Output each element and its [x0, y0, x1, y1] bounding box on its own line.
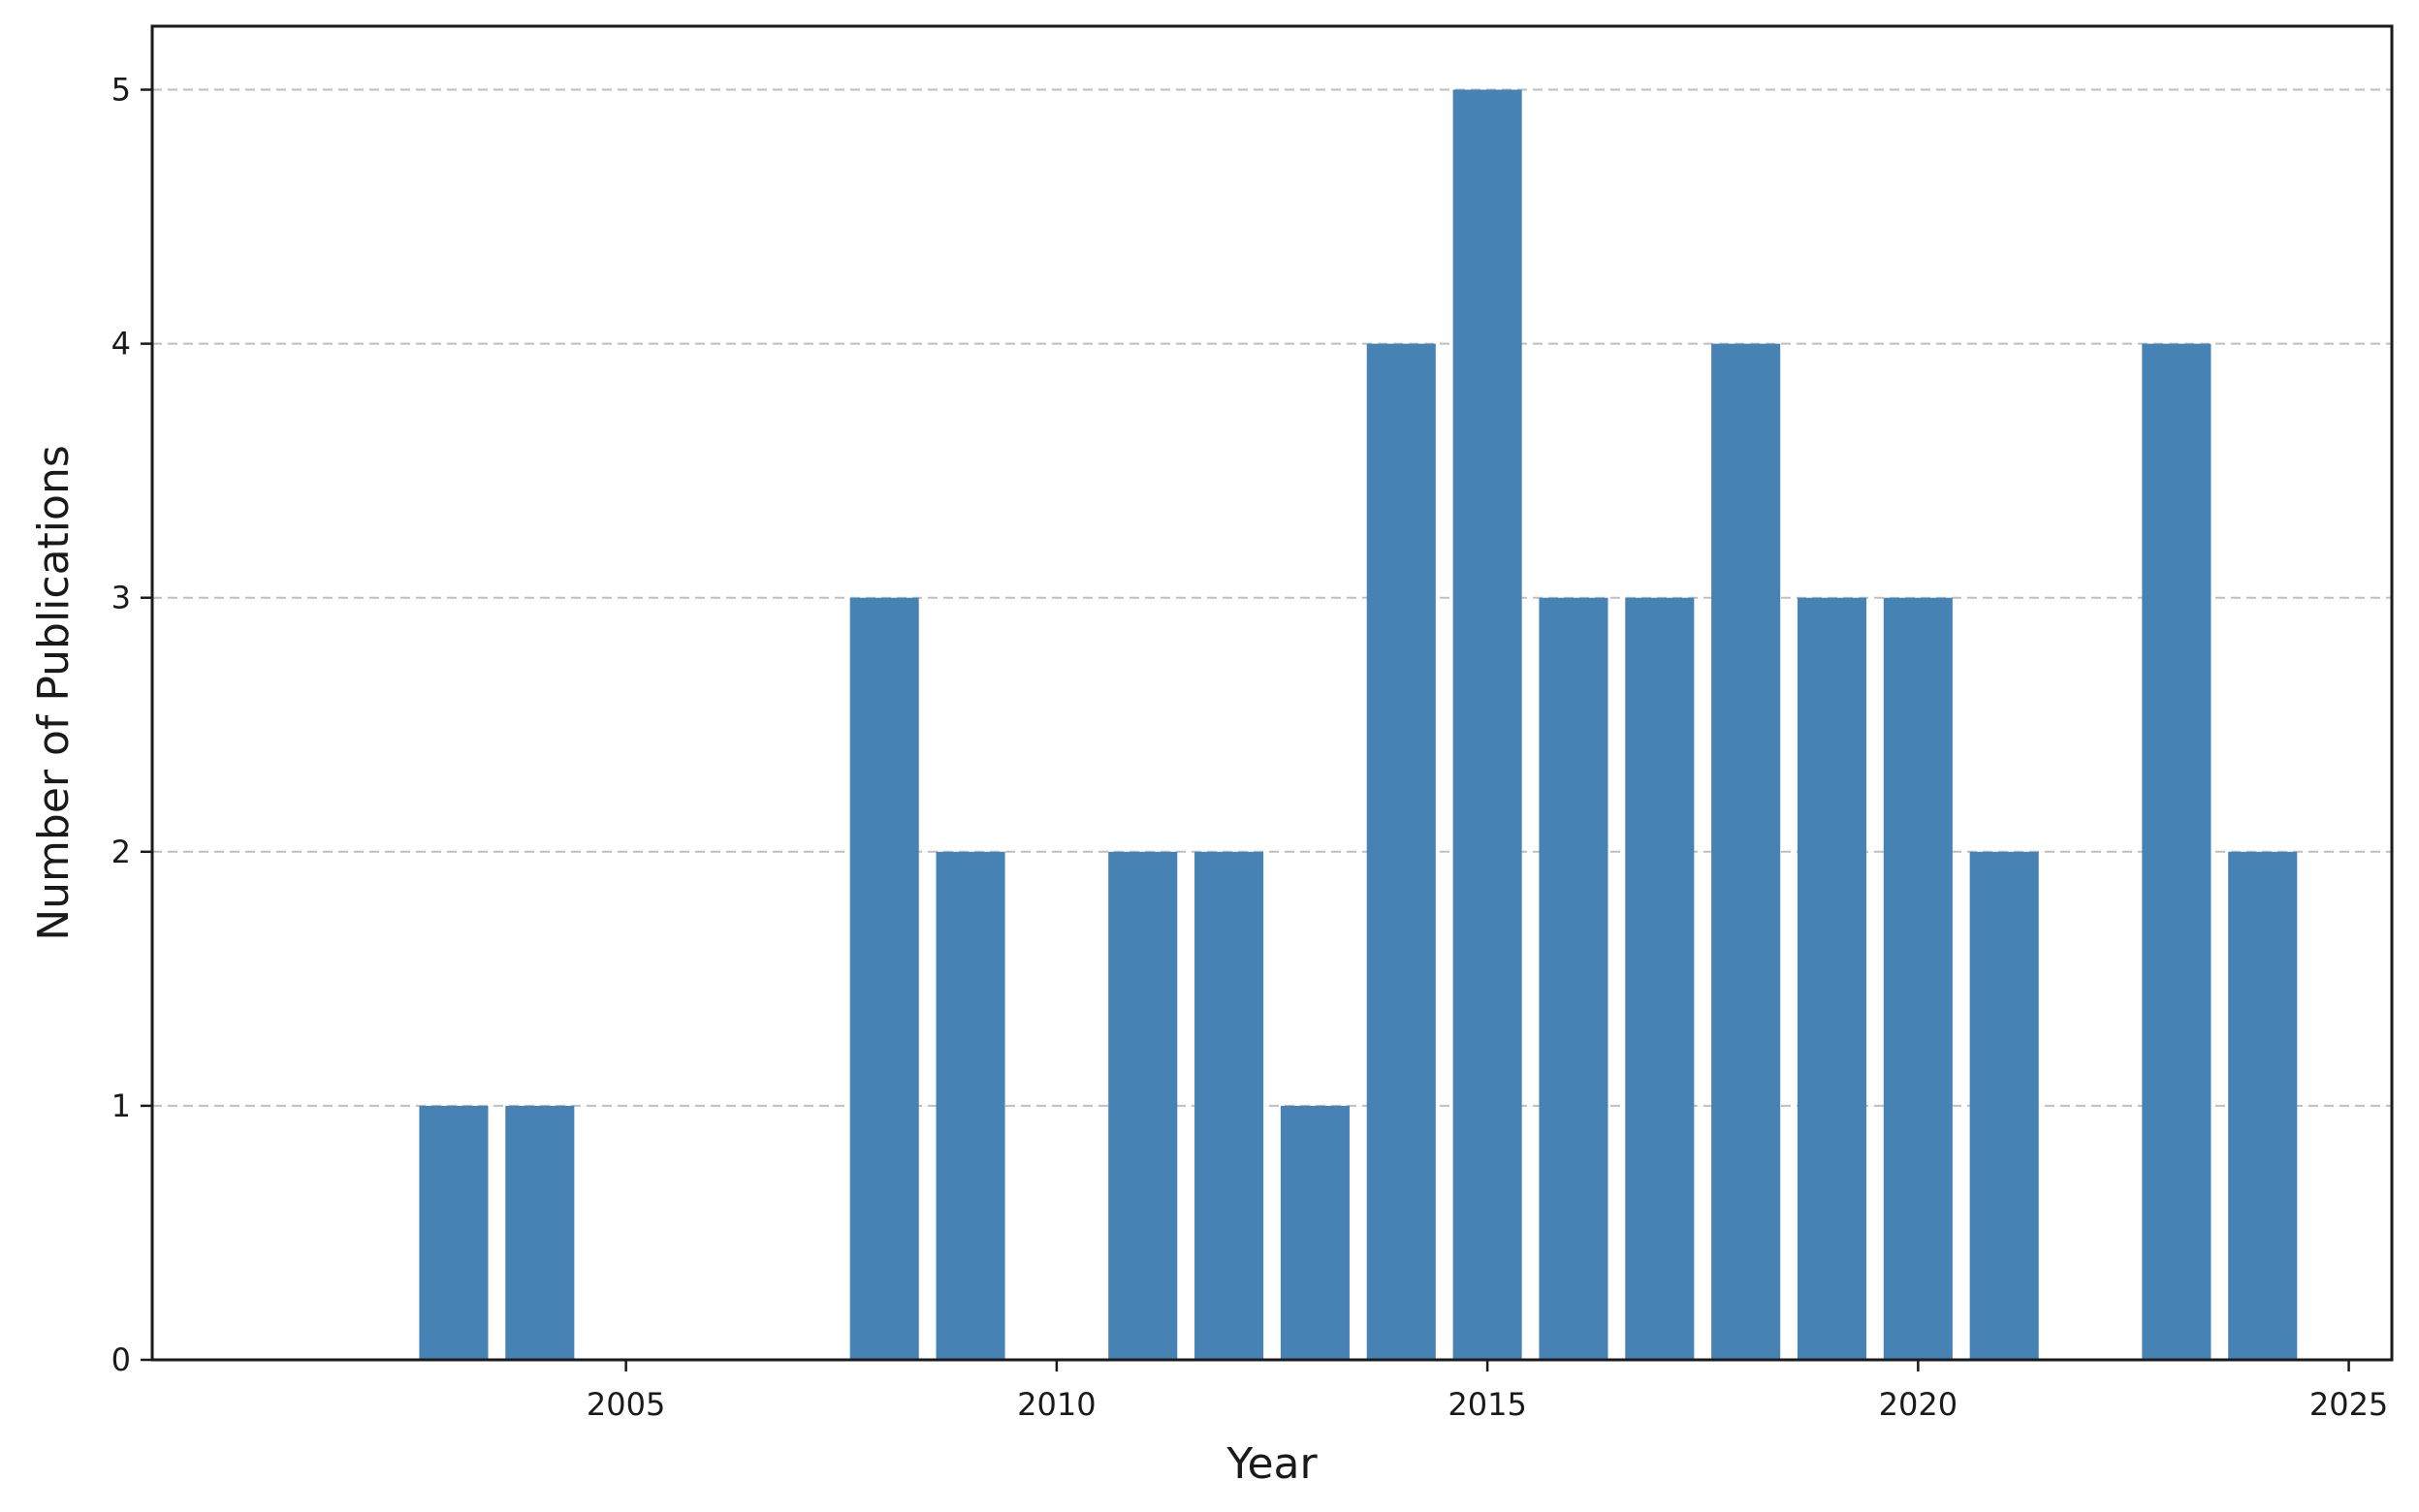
- x-tick-label-2015: 2015: [1448, 1386, 1526, 1423]
- x-tick-label-2005: 2005: [587, 1386, 665, 1423]
- bar-2016: [1539, 597, 1608, 1360]
- bar-2004: [505, 1105, 575, 1360]
- bar-2023: [2142, 343, 2212, 1361]
- bar-2012: [1194, 851, 1264, 1360]
- bar-2003: [419, 1105, 489, 1360]
- y-tick-label-2: 2: [111, 834, 131, 870]
- bar-2008: [849, 597, 919, 1360]
- bar-2020: [1883, 597, 1953, 1360]
- y-tick-label-0: 0: [111, 1341, 131, 1378]
- bar-2011: [1108, 851, 1178, 1360]
- bar-2013: [1280, 1105, 1350, 1360]
- y-tick-label-5: 5: [111, 72, 131, 109]
- bar-2009: [936, 851, 1005, 1360]
- bar-2014: [1366, 343, 1436, 1361]
- y-tick-label-3: 3: [111, 580, 131, 616]
- bar-2024: [2228, 851, 2298, 1360]
- bar-2017: [1625, 597, 1695, 1360]
- y-axis-ticks: 0 1 2 3 4 5: [111, 72, 152, 1378]
- bar-2021: [1969, 851, 2039, 1360]
- y-axis-label: Number of Publications: [29, 445, 79, 941]
- x-tick-label-2025: 2025: [2309, 1386, 2388, 1423]
- bar-2015: [1452, 89, 1522, 1361]
- bar-2018: [1711, 343, 1781, 1361]
- y-tick-label-4: 4: [111, 326, 131, 362]
- bars: [419, 89, 2298, 1361]
- plot-area-frame: [150, 24, 2394, 1362]
- x-tick-label-2010: 2010: [1017, 1386, 1096, 1423]
- x-tick-label-2020: 2020: [1879, 1386, 1957, 1423]
- x-axis-ticks: 2005 2010 2015 2020 2025: [587, 1360, 2388, 1423]
- y-tick-label-1: 1: [111, 1087, 131, 1124]
- x-axis-label: Year: [1225, 1439, 1318, 1489]
- bar-2019: [1797, 597, 1867, 1360]
- grid-lines: [152, 88, 2392, 1107]
